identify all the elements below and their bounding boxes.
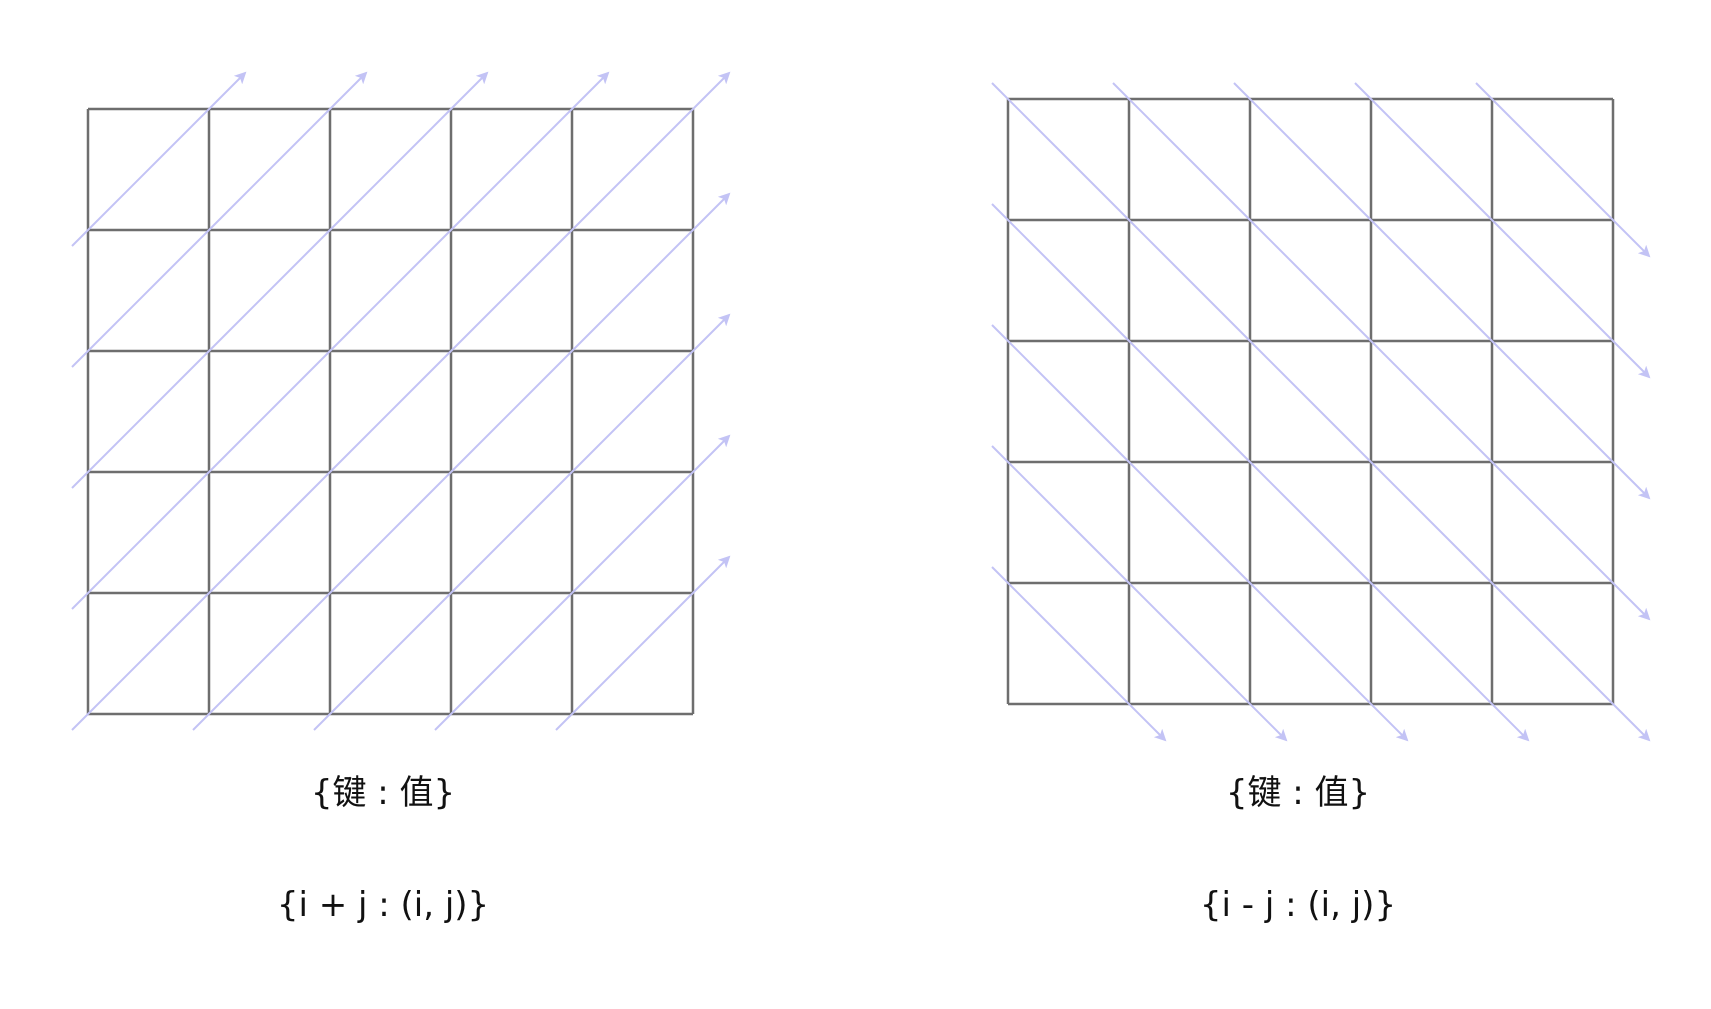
diagonal-line bbox=[208, 350, 331, 473]
diagonal-line bbox=[991, 82, 1130, 221]
diagonal-arrow bbox=[1491, 340, 1651, 500]
diagonal-line bbox=[1128, 461, 1251, 584]
diagonal-line bbox=[329, 229, 452, 352]
diagonal-line bbox=[71, 471, 210, 610]
diagonal-line bbox=[1249, 219, 1372, 342]
diagonal-line bbox=[450, 471, 573, 594]
diagonal-line bbox=[329, 350, 452, 473]
diagonal-line bbox=[71, 350, 210, 489]
left-grid-diagram bbox=[71, 71, 731, 731]
diagonal-arrow bbox=[450, 71, 610, 231]
diagonal-arrow bbox=[1491, 582, 1651, 742]
diagonal-line bbox=[1370, 219, 1493, 342]
diagonal-line bbox=[991, 203, 1130, 342]
diagonal-line bbox=[71, 592, 210, 731]
diagonal-line bbox=[1233, 82, 1372, 221]
diagonal-arrow bbox=[991, 566, 1167, 742]
diagonal-line bbox=[1370, 461, 1493, 584]
diagonal-arrow bbox=[1128, 582, 1288, 742]
diagonal-arrow bbox=[1491, 219, 1651, 379]
diagonal-arrow bbox=[1491, 461, 1651, 621]
diagonal-line bbox=[991, 324, 1130, 463]
diagonal-arrow bbox=[571, 192, 731, 352]
diagonal-line bbox=[1249, 340, 1372, 463]
diagonal-arrow bbox=[571, 434, 731, 594]
diagonal-line bbox=[434, 592, 573, 731]
left-caption-formula: {i + j : (i, j)} bbox=[276, 885, 490, 925]
diagonal-arrow bbox=[571, 313, 731, 473]
diagonal-line bbox=[1354, 82, 1493, 221]
diagonal-line bbox=[208, 229, 331, 352]
diagonal-arrow bbox=[208, 71, 368, 231]
diagonal-arrow bbox=[555, 555, 731, 731]
diagonal-arrow bbox=[1249, 582, 1409, 742]
diagonal-arrow bbox=[571, 71, 731, 231]
diagonal-line bbox=[329, 471, 452, 594]
diagonal-line bbox=[1112, 82, 1251, 221]
diagonal-line bbox=[313, 592, 452, 731]
right-caption-label: {键 : 值} bbox=[1225, 773, 1371, 813]
diagonal-line bbox=[192, 592, 331, 731]
right-grid-diagram bbox=[991, 82, 1651, 742]
diagonal-line bbox=[71, 229, 210, 368]
diagonal-line bbox=[1249, 461, 1372, 584]
left-caption-label: {键 : 值} bbox=[310, 773, 456, 813]
diagonal-arrow bbox=[1475, 82, 1651, 258]
diagonal-line bbox=[1128, 340, 1251, 463]
diagonal-line bbox=[450, 350, 573, 473]
diagonal-line bbox=[1370, 340, 1493, 463]
diagonal-line bbox=[450, 229, 573, 352]
diagonal-line bbox=[208, 471, 331, 594]
diagonal-arrow bbox=[1370, 582, 1530, 742]
diagonal-arrow bbox=[71, 71, 247, 247]
diagonal-line bbox=[991, 445, 1130, 584]
diagonal-line bbox=[1128, 219, 1251, 342]
diagonal-arrow bbox=[329, 71, 489, 231]
right-caption-formula: {i - j : (i, j)} bbox=[1199, 885, 1397, 925]
